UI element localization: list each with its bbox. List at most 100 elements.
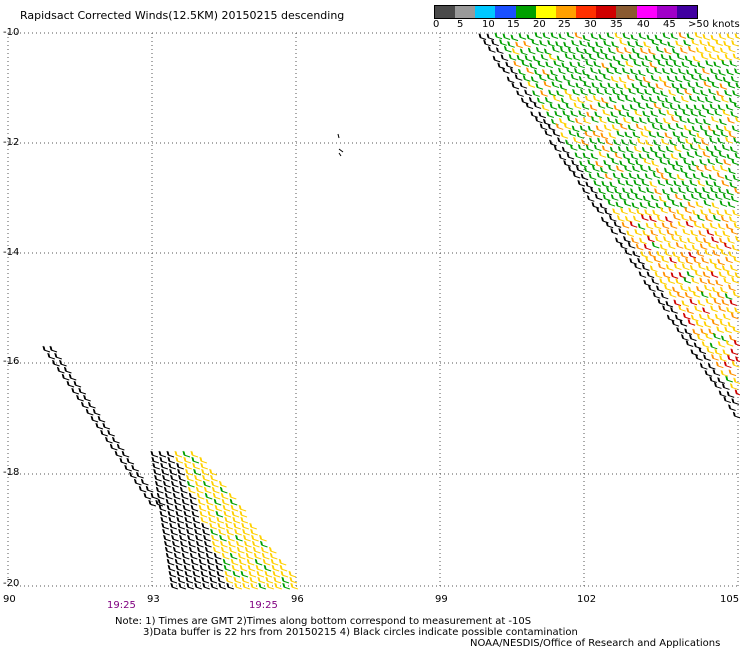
wind-barb [725,339,734,347]
wind-barb [734,307,740,314]
wind-barb [630,68,638,76]
wind-barb [234,582,243,590]
wind-barb [614,67,622,75]
wind-barb [701,104,710,111]
wind-barb [575,47,584,54]
wind-barb [651,278,660,285]
wind-barb [719,237,727,245]
wind-barb [228,540,236,548]
wind-barb [717,223,726,230]
wind-barb [170,582,179,590]
wind-barb [185,576,194,584]
wind-barb [712,286,720,294]
wind-barb [690,74,699,81]
wind-barb [56,366,65,374]
wind-barb [492,55,501,63]
wind-barb [612,172,621,180]
wind-barb [562,75,571,82]
wind-barb [711,81,720,89]
wind-barb [656,95,665,103]
wind-barb [588,88,596,96]
wind-barb [155,486,164,494]
wind-barb [655,46,664,53]
wind-barb [676,173,685,181]
wind-barb [235,534,243,542]
wind-barb [684,88,692,96]
wind-barb [643,41,651,48]
wind-barb [100,429,108,437]
wind-barb [689,179,698,187]
wind-barb [709,103,718,111]
wind-barb [676,327,684,334]
y-tick-minus-18: -18 [3,467,20,478]
wind-barb [660,292,669,300]
wind-barb [510,34,519,42]
color-bar-segment [616,6,637,18]
wind-barb [705,265,714,273]
wind-barb [514,74,523,81]
wind-barb [607,47,616,54]
wind-barb [213,552,222,560]
wind-barb [610,111,618,118]
wind-barb [712,95,721,103]
wind-barb [170,528,178,536]
wind-barb [532,55,541,63]
wind-barb [590,33,599,40]
wind-barb [669,103,678,111]
wind-barb [722,193,731,201]
wind-barb [256,570,265,578]
wind-barb [673,180,682,187]
wind-barb [679,236,687,244]
wind-barb [665,264,674,271]
wind-barb [599,116,607,124]
wind-barb [233,522,241,530]
wind-barb [669,256,677,264]
wind-barb [632,131,641,139]
wind-barb [494,32,503,40]
wind-barb [165,552,174,560]
wind-barb [694,150,703,158]
wind-barb [597,102,606,109]
wind-barb [636,208,644,216]
wind-barb [723,277,732,285]
wind-barb [508,54,517,61]
wind-barb [279,564,288,572]
x-tick-93: 93 [147,594,160,605]
wind-barb [226,582,235,590]
wind-barb [587,41,595,49]
wind-barb [204,492,213,500]
wind-barb [655,117,663,125]
wind-barb [635,123,644,131]
wind-barb [728,131,737,139]
wind-barb [626,111,634,119]
wind-barb [557,103,566,111]
wind-barb [730,195,739,203]
wind-barb [537,60,546,68]
wind-barb [666,75,675,83]
wind-barb [215,564,224,572]
wind-barb [730,312,739,320]
wind-barb [190,450,199,458]
wind-barb [647,201,656,209]
wind-barb [672,251,681,259]
wind-barb [695,236,703,244]
wind-barb [710,305,718,313]
wind-barb [567,116,575,123]
wind-barb [176,462,184,470]
wind-barb [211,480,219,488]
wind-barb [596,172,605,180]
wind-barb [551,81,560,89]
wind-barb [690,109,698,117]
wind-barb [645,222,654,230]
wind-barb [639,81,648,88]
wind-barb [677,257,685,264]
wind-barb [725,375,733,383]
wind-barb [714,382,722,389]
wind-barb [716,292,725,299]
wind-barb [272,570,281,578]
wind-barb [707,41,715,48]
wind-barb [183,564,192,572]
wind-barb [685,103,694,111]
wind-barb [548,53,557,61]
wind-barb [720,215,729,223]
